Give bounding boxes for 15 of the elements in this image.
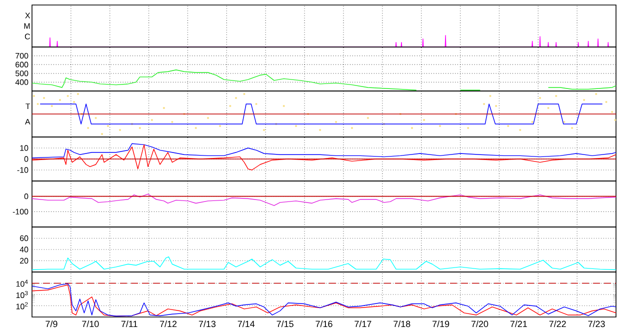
- x-tick-label: 7/21: [510, 320, 527, 328]
- x-tick-label: 7/19: [432, 320, 450, 328]
- x-tick-label: 7/10: [82, 320, 99, 328]
- x-tick-label: 7/14: [238, 320, 255, 328]
- x-tick-label: 7/16: [316, 320, 332, 328]
- x-tick-label: 7/13: [198, 320, 216, 328]
- x-tick-label: 7/20: [471, 320, 488, 328]
- x-tick-label: 7/15: [276, 320, 294, 328]
- x-tick-label: 7/12: [160, 320, 177, 328]
- x-tick-label: 7/11: [121, 320, 138, 328]
- x-tick-label: 7/9: [46, 320, 58, 328]
- x-tick-label: 7/23: [588, 320, 605, 328]
- x-tick-label: 7/22: [549, 320, 566, 328]
- x-tick-label: 7/18: [394, 320, 410, 328]
- x-tick-label: 7/17: [354, 320, 372, 328]
